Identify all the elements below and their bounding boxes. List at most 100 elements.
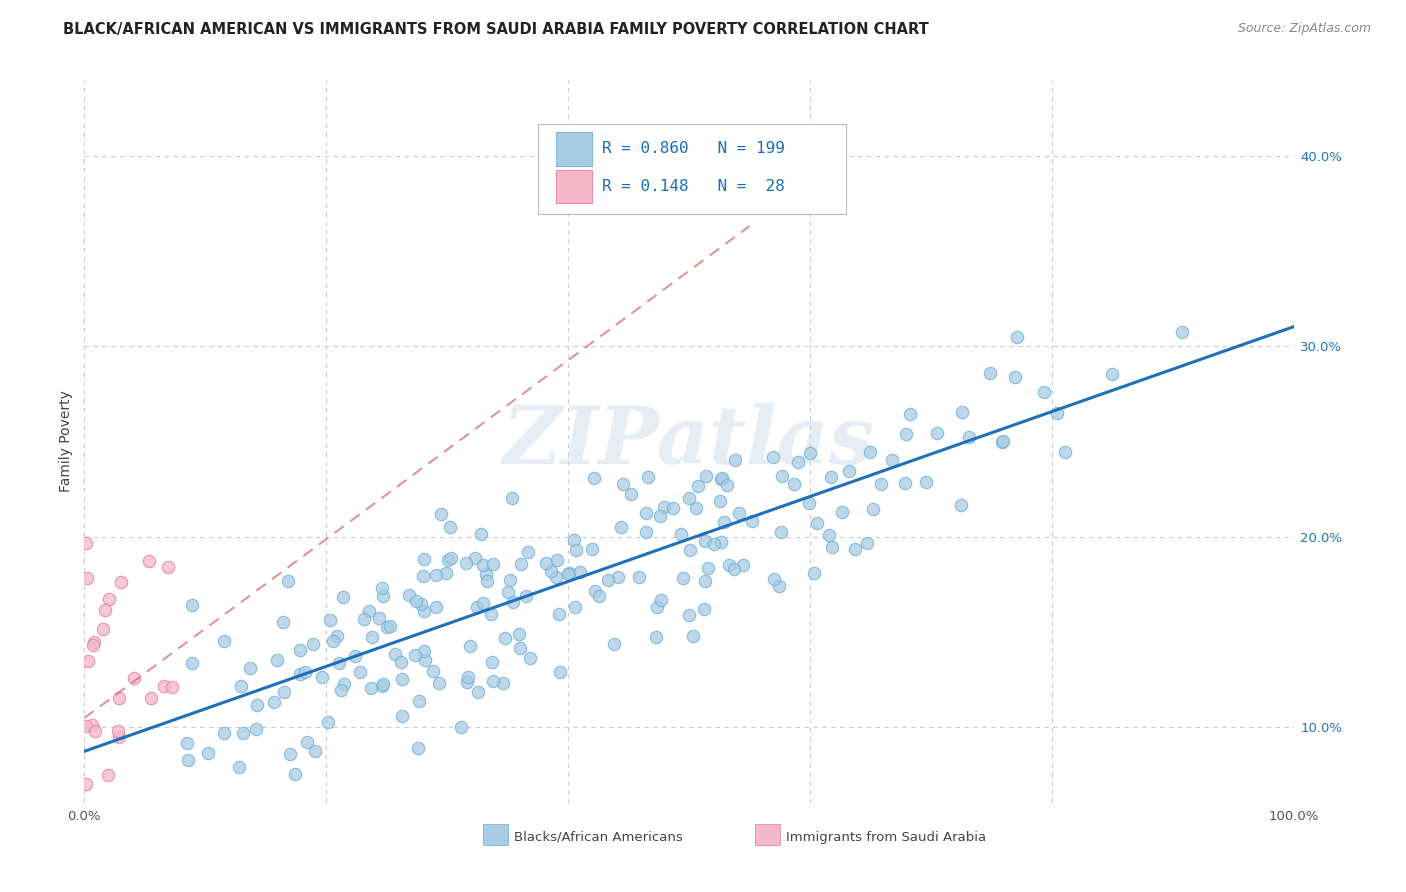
Point	[496, 585, 519, 599]
Point	[557, 567, 579, 582]
Point	[564, 599, 586, 614]
Point	[662, 501, 685, 516]
Point	[464, 551, 486, 566]
Point	[612, 476, 634, 491]
Point	[277, 574, 299, 589]
Point	[430, 507, 453, 521]
Point	[636, 525, 658, 540]
Point	[101, 810, 124, 824]
Point	[645, 600, 668, 615]
Point	[368, 610, 391, 624]
Point	[214, 634, 236, 648]
Point	[741, 514, 763, 528]
Point	[820, 470, 842, 484]
Point	[693, 574, 716, 588]
Point	[302, 637, 325, 651]
Point	[425, 568, 447, 582]
Point	[761, 450, 783, 465]
Point	[588, 589, 610, 603]
Text: Source: ZipAtlas.com: Source: ZipAtlas.com	[1237, 22, 1371, 36]
Point	[1032, 384, 1054, 399]
Point	[304, 743, 326, 757]
Point	[636, 506, 658, 520]
Point	[672, 571, 695, 585]
Point	[373, 589, 395, 603]
Point	[245, 722, 267, 736]
Point	[141, 691, 163, 706]
Point	[650, 593, 672, 607]
Point	[540, 565, 562, 579]
Point	[799, 446, 821, 460]
Point	[603, 637, 626, 651]
Point	[1007, 330, 1029, 344]
Point	[176, 736, 198, 750]
Point	[723, 562, 745, 576]
Point	[727, 506, 749, 520]
Point	[475, 567, 498, 582]
Point	[950, 405, 973, 419]
Text: BLACK/AFRICAN AMERICAN VS IMMIGRANTS FROM SAUDI ARABIA FAMILY POVERTY CORRELATIO: BLACK/AFRICAN AMERICAN VS IMMIGRANTS FRO…	[63, 22, 929, 37]
Point	[821, 540, 844, 554]
Point	[501, 491, 523, 506]
Point	[516, 545, 538, 559]
Point	[678, 542, 700, 557]
Point	[377, 620, 399, 634]
Point	[475, 574, 498, 588]
Point	[239, 661, 262, 675]
Point	[1170, 325, 1192, 339]
Point	[456, 674, 478, 689]
Point	[869, 477, 891, 491]
Point	[893, 475, 915, 490]
Point	[482, 674, 505, 689]
Point	[434, 566, 457, 580]
Point	[212, 726, 235, 740]
Point	[458, 640, 481, 654]
Point	[494, 632, 516, 646]
FancyBboxPatch shape	[555, 169, 592, 203]
Point	[266, 653, 288, 667]
Point	[75, 719, 97, 733]
Point	[508, 626, 530, 640]
Point	[645, 631, 668, 645]
Text: Blacks/African Americans: Blacks/African Americans	[513, 831, 682, 844]
Point	[160, 680, 183, 694]
Point	[787, 455, 810, 469]
Point	[693, 602, 716, 616]
Point	[509, 641, 531, 656]
Point	[439, 520, 461, 534]
Point	[856, 536, 879, 550]
Point	[76, 572, 98, 586]
Text: Immigrants from Saudi Arabia: Immigrants from Saudi Arabia	[786, 831, 986, 844]
Point	[693, 533, 716, 548]
Point	[404, 648, 426, 662]
Point	[360, 630, 382, 644]
Point	[83, 635, 105, 649]
Point	[440, 550, 463, 565]
Point	[558, 566, 581, 580]
Point	[502, 595, 524, 609]
FancyBboxPatch shape	[484, 824, 508, 845]
Point	[311, 670, 333, 684]
Point	[678, 607, 700, 622]
Point	[273, 615, 295, 629]
Point	[546, 552, 568, 566]
Point	[408, 694, 430, 708]
Point	[703, 537, 725, 551]
Point	[384, 647, 406, 661]
Point	[499, 573, 522, 587]
Point	[232, 726, 254, 740]
Point	[138, 553, 160, 567]
Point	[685, 500, 707, 515]
Point	[564, 543, 586, 558]
Point	[110, 574, 132, 589]
Point	[412, 569, 434, 583]
Point	[896, 426, 918, 441]
Point	[882, 453, 904, 467]
Point	[353, 612, 375, 626]
Point	[620, 487, 643, 501]
Point	[288, 667, 311, 681]
Point	[437, 553, 460, 567]
Point	[333, 676, 356, 690]
Point	[783, 477, 806, 491]
Point	[769, 525, 792, 540]
